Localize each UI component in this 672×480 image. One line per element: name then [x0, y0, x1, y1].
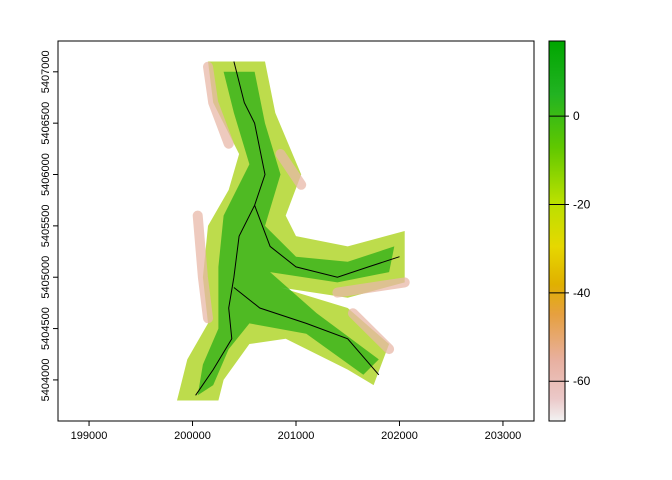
legend-tick-label-3: -60 — [573, 374, 591, 388]
color-legend: 0 -20 -40 -60 — [548, 40, 591, 422]
legend-tick-label-2: -40 — [573, 286, 591, 300]
plot-frame — [57, 40, 535, 422]
x-tick-label-1: 200000 — [174, 430, 211, 442]
y-tick-label-0: 5404000 — [40, 359, 52, 402]
y-tick-label-5: 5406500 — [40, 102, 52, 145]
legend-tick-label-1: -20 — [573, 197, 591, 211]
y-tick-label-3: 5405500 — [40, 204, 52, 247]
x-tick-label-4: 203000 — [485, 430, 522, 442]
x-axis: 199000 200000 201000 202000 203000 — [71, 421, 522, 442]
legend-tick-label-0: 0 — [573, 109, 580, 123]
bank-edge-3 — [347, 308, 395, 355]
y-tick-label-4: 5406000 — [40, 153, 52, 196]
channel-area-1 — [197, 71, 395, 396]
x-tick-label-3: 202000 — [381, 430, 418, 442]
y-tick-label-1: 5404500 — [40, 307, 52, 350]
river-centerline-0 — [195, 61, 266, 396]
y-axis: 5404000 5404500 5405000 5405500 5406000 54065… — [40, 50, 58, 401]
raster-layer — [177, 61, 410, 401]
river-centerline-1 — [254, 205, 400, 278]
x-tick-label-0: 199000 — [71, 430, 108, 442]
plot-frame-group — [57, 40, 535, 422]
bank-edge-0 — [203, 61, 234, 149]
y-tick-label-6: 5407000 — [40, 50, 52, 93]
bank-edge-4 — [332, 277, 410, 298]
bank-edge-2 — [192, 210, 213, 324]
color-legend-bar — [548, 40, 566, 422]
centerline-layer — [195, 61, 400, 396]
river-centerline-2 — [233, 287, 380, 376]
y-tick-label-2: 5405000 — [40, 256, 52, 299]
bank-edge-1 — [275, 149, 307, 190]
x-tick-label-2: 201000 — [278, 430, 315, 442]
